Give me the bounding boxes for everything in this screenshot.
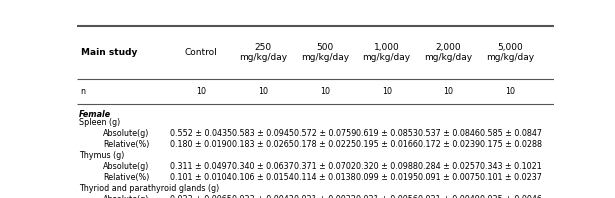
Text: 0.340 ± 0.0637: 0.340 ± 0.0637 [232,162,293,171]
Text: Thyriod and parathyroid glands (g): Thyriod and parathyroid glands (g) [79,184,220,193]
Text: 10: 10 [196,87,206,96]
Text: 0.021 ± 0.0032: 0.021 ± 0.0032 [294,195,355,198]
Text: Female: Female [79,110,111,119]
Text: 2,000
mg/kg/day: 2,000 mg/kg/day [424,43,473,62]
Text: Absolute(g): Absolute(g) [103,162,149,171]
Text: 0.178 ± 0.0225: 0.178 ± 0.0225 [293,140,356,149]
Text: Relative(%): Relative(%) [103,140,149,149]
Text: 0.021 ± 0.0049: 0.021 ± 0.0049 [418,195,480,198]
Text: 0.183 ± 0.0265: 0.183 ± 0.0265 [232,140,294,149]
Text: Spleen (g): Spleen (g) [79,118,121,127]
Text: 1,000
mg/kg/day: 1,000 mg/kg/day [363,43,411,62]
Text: 0.284 ± 0.0257: 0.284 ± 0.0257 [418,162,480,171]
Text: 0.311 ± 0.0497: 0.311 ± 0.0497 [170,162,232,171]
Text: 0.114 ± 0.0138: 0.114 ± 0.0138 [294,173,355,182]
Text: 0.091 ± 0.0075: 0.091 ± 0.0075 [418,173,480,182]
Text: 10: 10 [443,87,454,96]
Text: 0.585 ± 0.0847: 0.585 ± 0.0847 [480,129,542,138]
Text: 0.583 ± 0.0945: 0.583 ± 0.0945 [232,129,294,138]
Text: n: n [81,87,85,96]
Text: 0.572 ± 0.0759: 0.572 ± 0.0759 [293,129,356,138]
Text: 0.320 ± 0.0988: 0.320 ± 0.0988 [355,162,418,171]
Text: 10: 10 [506,87,515,96]
Text: Relative(%): Relative(%) [103,173,149,182]
Text: Thymus (g): Thymus (g) [79,151,125,160]
Text: 0.025 ± 0.0046: 0.025 ± 0.0046 [480,195,542,198]
Text: 0.106 ± 0.0154: 0.106 ± 0.0154 [232,173,293,182]
Text: 250
mg/kg/day: 250 mg/kg/day [239,43,287,62]
Text: Control: Control [184,48,217,57]
Text: 0.101 ± 0.0104: 0.101 ± 0.0104 [170,173,232,182]
Text: 0.195 ± 0.0166: 0.195 ± 0.0166 [355,140,418,149]
Text: Main study: Main study [81,48,137,57]
Text: 10: 10 [382,87,392,96]
Text: 0.023 ± 0.0043: 0.023 ± 0.0043 [232,195,293,198]
Text: 0.021 ± 0.0056: 0.021 ± 0.0056 [355,195,418,198]
Text: 0.552 ± 0.0435: 0.552 ± 0.0435 [170,129,232,138]
Text: 0.537 ± 0.0846: 0.537 ± 0.0846 [418,129,480,138]
Text: 0.099 ± 0.0195: 0.099 ± 0.0195 [355,173,418,182]
Text: 0.101 ± 0.0237: 0.101 ± 0.0237 [480,173,542,182]
Text: 0.180 ± 0.0190: 0.180 ± 0.0190 [170,140,232,149]
Text: Absolute(g): Absolute(g) [103,195,149,198]
Text: Absolute(g): Absolute(g) [103,129,149,138]
Text: 0.619 ± 0.0853: 0.619 ± 0.0853 [355,129,418,138]
Text: 10: 10 [258,87,268,96]
Text: 0.172 ± 0.0239: 0.172 ± 0.0239 [418,140,480,149]
Text: 10: 10 [320,87,330,96]
Text: 0.023 ± 0.0065: 0.023 ± 0.0065 [170,195,232,198]
Text: 0.343 ± 0.1021: 0.343 ± 0.1021 [480,162,541,171]
Text: 5,000
mg/kg/day: 5,000 mg/kg/day [486,43,534,62]
Text: 0.371 ± 0.0702: 0.371 ± 0.0702 [294,162,355,171]
Text: 0.175 ± 0.0288: 0.175 ± 0.0288 [480,140,542,149]
Text: 500
mg/kg/day: 500 mg/kg/day [301,43,349,62]
